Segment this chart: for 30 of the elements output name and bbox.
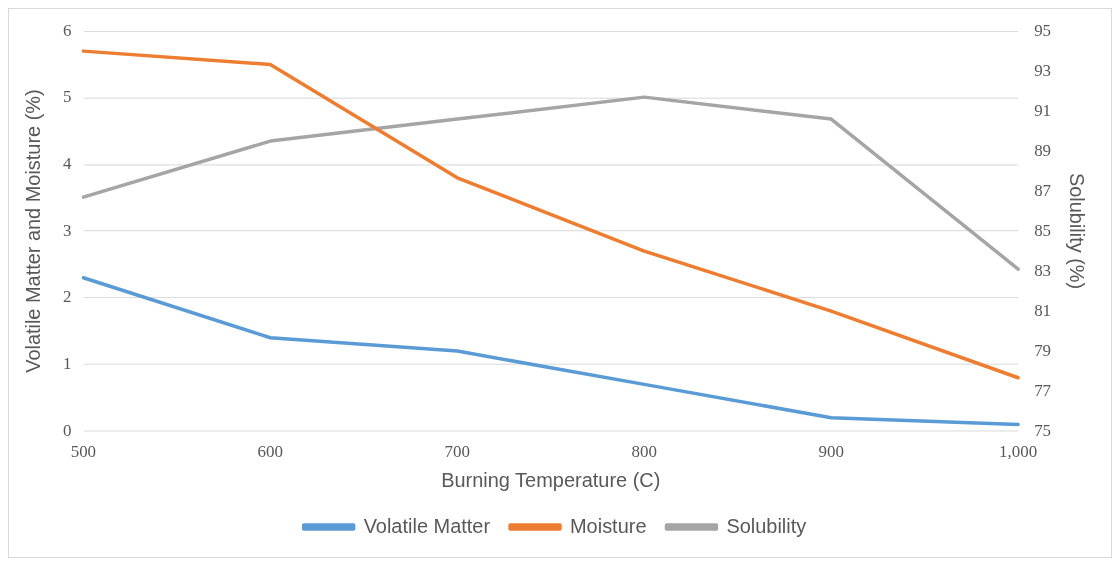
y2-tick-label: 83 xyxy=(1034,260,1052,280)
x-tick-label: 700 xyxy=(444,441,470,461)
y-tick-label: 2 xyxy=(62,287,72,307)
y-tick-label: 0 xyxy=(62,420,72,440)
y2-tick-label: 95 xyxy=(1034,20,1052,40)
y2-tick-label: 77 xyxy=(1034,380,1052,400)
legend-label: Moisture xyxy=(569,514,647,537)
y-tick-label: 3 xyxy=(62,220,72,240)
y2-tick-label: 93 xyxy=(1034,60,1052,80)
y2-tick-label: 81 xyxy=(1034,300,1052,320)
y2-axis-title: Solubility (%) xyxy=(1065,172,1088,290)
y2-tick-label: 85 xyxy=(1034,220,1052,240)
y2-tick-label: 91 xyxy=(1034,100,1052,120)
x-axis-title: Burning Temperature (C) xyxy=(441,468,661,491)
x-tick-label: 600 xyxy=(257,441,284,461)
y-tick-label: 6 xyxy=(62,20,72,40)
x-tick-label: 800 xyxy=(631,441,657,461)
y2-tick-label: 75 xyxy=(1034,420,1052,440)
y2-tick-label: 87 xyxy=(1034,180,1052,200)
y-tick-label: 1 xyxy=(62,353,72,373)
legend-label: Volatile Matter xyxy=(363,514,491,537)
y-tick-label: 4 xyxy=(62,153,72,173)
x-tick-label: 500 xyxy=(70,441,97,461)
y2-tick-label: 79 xyxy=(1034,340,1052,360)
y-tick-label: 5 xyxy=(62,87,72,107)
x-tick-label: 900 xyxy=(818,441,844,461)
y-axis-title: Volatile Matter and Moisture (%) xyxy=(22,89,45,373)
x-tick-label: 1,000 xyxy=(999,441,1038,461)
y2-tick-label: 89 xyxy=(1034,140,1052,160)
legend-label: Solubility xyxy=(726,514,807,537)
